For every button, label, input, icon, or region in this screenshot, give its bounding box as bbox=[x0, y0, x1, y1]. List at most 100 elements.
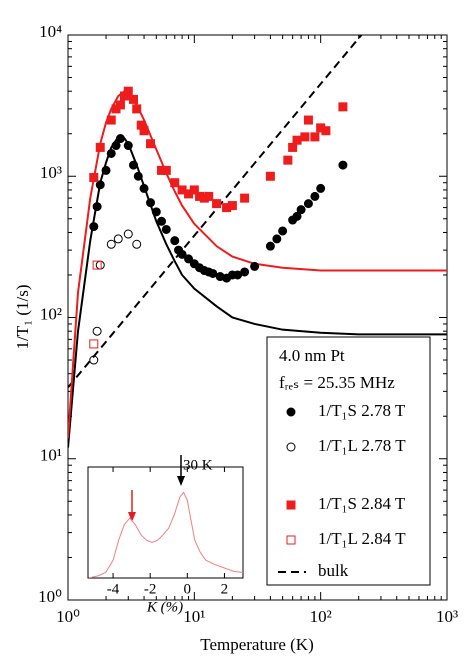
data-line bbox=[68, 135, 447, 448]
data-point bbox=[240, 193, 250, 203]
data-point bbox=[132, 104, 142, 114]
data-point bbox=[184, 254, 194, 264]
data-point bbox=[189, 185, 199, 195]
data-point bbox=[92, 260, 102, 270]
data-point bbox=[310, 132, 320, 142]
data-point bbox=[250, 261, 260, 271]
data-point bbox=[292, 135, 302, 145]
data-point bbox=[115, 100, 125, 110]
data-point bbox=[139, 183, 149, 193]
legend-label: bulk bbox=[318, 561, 349, 580]
inset-annotation: 30 K bbox=[183, 457, 213, 473]
data-point bbox=[170, 236, 180, 246]
y-tick-label: 10² bbox=[40, 304, 62, 323]
inset-x-label: K (%) bbox=[146, 599, 183, 615]
data-point bbox=[272, 234, 282, 244]
data-line bbox=[88, 491, 243, 578]
data-point bbox=[265, 171, 275, 181]
data-point bbox=[303, 115, 313, 125]
x-tick-label: 10⁰ bbox=[56, 607, 80, 626]
x-tick-label: 2 bbox=[221, 581, 229, 597]
data-line bbox=[68, 35, 363, 389]
data-point bbox=[129, 94, 139, 104]
y-tick-label: 10⁴ bbox=[39, 22, 62, 41]
data-point bbox=[177, 249, 187, 259]
data-point bbox=[92, 202, 102, 212]
y-tick-label: 10⁰ bbox=[38, 587, 62, 606]
legend-marker bbox=[286, 500, 296, 510]
inset-frame bbox=[87, 466, 244, 579]
data-point bbox=[227, 201, 237, 211]
legend-title: fᵣₑₛ = 25.35 MHz bbox=[279, 373, 395, 392]
y-axis-label: 1/T₁ (1/s) bbox=[13, 285, 32, 350]
data-point bbox=[170, 178, 180, 188]
legend-label: 1/T₁L 2.84 T bbox=[318, 529, 406, 548]
data-point bbox=[157, 216, 167, 226]
plot-area bbox=[68, 35, 447, 448]
data-point bbox=[321, 126, 331, 136]
data-point bbox=[151, 207, 161, 217]
data-point bbox=[92, 326, 102, 336]
y-tick-label: 10³ bbox=[40, 163, 62, 182]
data-point bbox=[204, 191, 214, 201]
data-point bbox=[338, 102, 348, 112]
data-point bbox=[113, 234, 123, 244]
legend-marker bbox=[286, 407, 296, 417]
x-tick-label: -4 bbox=[107, 581, 120, 597]
x-tick-label: -2 bbox=[144, 581, 157, 597]
data-point bbox=[115, 134, 125, 144]
data-point bbox=[310, 191, 320, 201]
data-point bbox=[123, 86, 133, 96]
data-point bbox=[123, 229, 133, 239]
data-point bbox=[111, 141, 121, 151]
legend-label: 1/T₁L 2.78 T bbox=[318, 436, 406, 455]
data-point bbox=[212, 199, 222, 209]
legend-marker bbox=[286, 535, 296, 545]
x-tick-label: 10¹ bbox=[183, 607, 205, 626]
data-point bbox=[106, 148, 116, 158]
data-point bbox=[89, 222, 99, 232]
data-point bbox=[161, 165, 171, 175]
x-tick-label: 10² bbox=[310, 607, 332, 626]
legend-label: 1/T₁S 2.84 T bbox=[318, 494, 406, 513]
data-point bbox=[95, 260, 105, 270]
data-point bbox=[303, 199, 313, 209]
data-point bbox=[146, 198, 156, 208]
data-point bbox=[161, 224, 171, 234]
data-point bbox=[240, 267, 250, 277]
legend-marker bbox=[286, 442, 296, 452]
data-point bbox=[101, 165, 111, 175]
data-point bbox=[283, 155, 293, 165]
data-point bbox=[89, 355, 99, 365]
data-point bbox=[139, 126, 149, 136]
data-point bbox=[133, 171, 143, 181]
data-point bbox=[95, 142, 105, 152]
data-point bbox=[278, 226, 288, 236]
data-line bbox=[68, 90, 447, 439]
x-axis-label: Temperature (K) bbox=[200, 635, 314, 654]
data-point bbox=[338, 160, 348, 170]
data-point bbox=[300, 132, 310, 142]
data-point bbox=[296, 205, 306, 215]
data-point bbox=[106, 115, 116, 125]
legend-label: 1/T₁S 2.78 T bbox=[318, 401, 406, 420]
x-tick-label: 0 bbox=[184, 581, 192, 597]
x-tick-label: 10³ bbox=[436, 607, 458, 626]
data-point bbox=[95, 180, 105, 190]
legend-title: 4.0 nm Pt bbox=[279, 346, 345, 365]
data-point bbox=[129, 160, 139, 170]
data-point bbox=[208, 268, 218, 278]
data-point bbox=[146, 139, 156, 149]
data-point bbox=[89, 172, 99, 182]
data-point bbox=[132, 239, 142, 249]
data-point bbox=[316, 183, 326, 193]
data-point bbox=[106, 239, 116, 249]
data-point bbox=[265, 241, 275, 251]
inset-arrows bbox=[128, 455, 185, 522]
y-tick-label: 10¹ bbox=[40, 446, 62, 465]
data-point bbox=[123, 141, 133, 151]
data-point bbox=[89, 339, 99, 349]
plot-area bbox=[88, 491, 243, 578]
data-point bbox=[292, 211, 302, 221]
